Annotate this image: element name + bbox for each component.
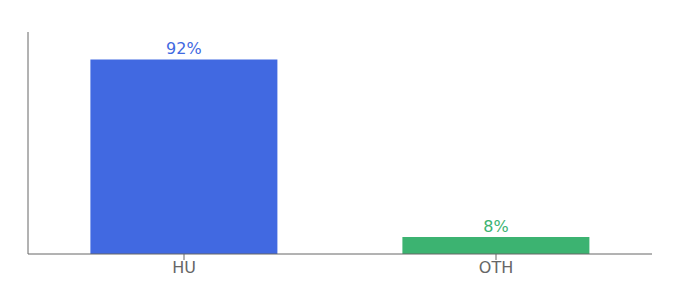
svg-text:OTH: OTH xyxy=(479,258,513,277)
svg-text:HU: HU xyxy=(172,258,196,277)
svg-text:92%: 92% xyxy=(166,39,202,58)
svg-text:8%: 8% xyxy=(483,217,508,236)
